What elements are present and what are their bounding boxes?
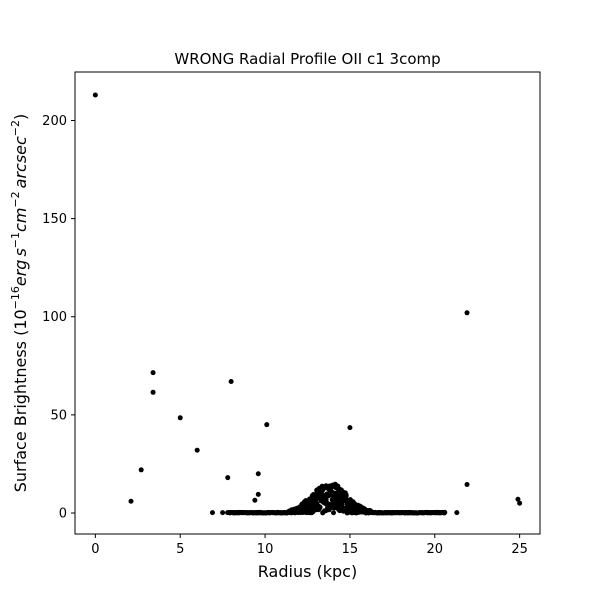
data-point [225,475,231,481]
y-label-suffix: ) [11,114,30,120]
x-tick-label: 15 [342,542,359,557]
data-point-bulk [343,493,349,499]
data-point [220,510,226,516]
y-label-arcsec: arcsec [11,136,30,188]
plot-frame [74,71,541,535]
data-point-bulk [331,510,336,516]
y-label-exp2: −1 [9,232,22,248]
data-points [92,92,523,516]
y-label-s: s [11,248,30,256]
data-point [347,425,353,431]
data-point [92,92,98,98]
data-point [228,379,234,384]
x-tick-label: 0 [91,542,99,557]
data-point [150,370,156,376]
data-point [128,498,134,504]
data-point-bulk [442,509,448,515]
y-tick-label: 50 [50,408,67,423]
data-point [264,422,270,428]
x-axis-label: Radius (kpc) [258,562,357,581]
y-label-cm: cm [11,208,30,232]
data-point [515,496,521,502]
data-point [255,491,261,497]
y-label-exp1: −16 [9,286,22,309]
x-tick-label: 10 [257,542,274,557]
data-point [517,500,523,506]
data-point [209,510,215,516]
x-tick-label: 20 [427,542,444,557]
y-tick-label: 0 [59,507,67,522]
y-tick-label: 100 [42,310,67,325]
y-label-exp3: −2 [9,191,22,207]
data-point [454,510,460,516]
x-axis-ticks: 0 5 10 15 20 25 [91,534,528,557]
y-axis-label: Surface Brightness (10−16ergs−1cm−2arcse… [9,114,30,493]
data-point [150,389,156,395]
data-point [252,497,258,503]
data-point [464,310,470,316]
data-point [464,482,470,488]
data-point-bulk [317,505,323,511]
chart-title: WRONG Radial Profile OII c1 3comp [174,50,440,68]
data-point [177,415,183,421]
data-point [194,447,200,453]
y-label-erg: erg [11,260,30,287]
y-label-prefix: Surface Brightness (10 [11,309,30,492]
y-label-exp4: −2 [9,120,22,136]
y-tick-label: 200 [42,114,67,129]
data-point [255,471,261,477]
x-tick-label: 5 [176,542,184,557]
y-axis-ticks: 0 50 100 150 200 [42,114,75,522]
y-tick-label: 150 [42,212,67,227]
data-point [138,467,144,473]
x-tick-label: 25 [511,542,528,557]
